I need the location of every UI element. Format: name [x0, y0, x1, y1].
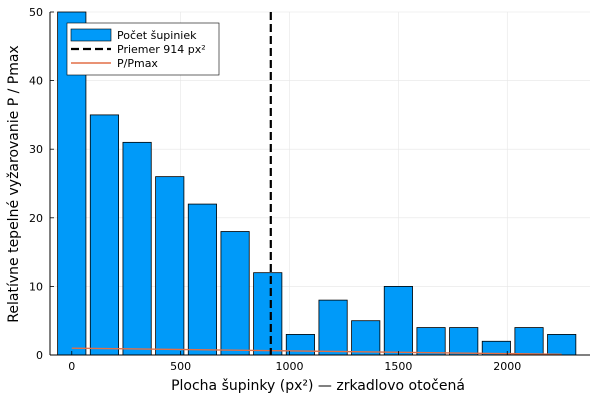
bar-7 [285, 334, 315, 356]
x-tick-label-0: 0 [68, 360, 75, 373]
bar-1 [89, 114, 119, 356]
legend-swatch-bars [70, 28, 112, 42]
y-tick-label-3: 30 [29, 143, 43, 156]
legend: Počet šupiniek Priemer 914 px² P/Pmax [66, 22, 220, 76]
bar-2 [122, 141, 152, 356]
y-tick-label-0: 0 [36, 349, 43, 362]
y-tick-label-1: 10 [29, 280, 43, 293]
bar-8 [318, 299, 348, 356]
bar-series [57, 11, 577, 356]
bar-4 [187, 203, 217, 356]
y-tick-label-5: 50 [29, 6, 43, 19]
line-series [71, 12, 562, 356]
bar-10 [383, 285, 413, 356]
bar-9 [351, 320, 381, 356]
y-tick-label-4: 40 [29, 75, 43, 88]
line-p-pmax [71, 347, 562, 356]
legend-label-vline: Priemer 914 px² [117, 43, 206, 56]
x-axis-label: Plocha šupinky (px²) — zrkadlovo otočená [171, 378, 465, 394]
bar-14 [514, 327, 544, 356]
x-tick-label-3: 1500 [384, 360, 412, 373]
bar-12 [449, 327, 479, 356]
legend-label-line: P/Pmax [117, 57, 158, 70]
x-tick-label-4: 2000 [493, 360, 521, 373]
y-axis-label: Relatívne tepelné vyžarovanie P / Pmax [6, 45, 22, 322]
bar-5 [220, 231, 250, 356]
axes [49, 11, 590, 356]
x-tick-label-2: 1000 [276, 360, 304, 373]
tick-labels: 0 500 1000 1500 2000 0 10 20 30 40 50 [29, 6, 521, 373]
y-tick-label-2: 20 [29, 212, 43, 225]
x-tick-label-1: 500 [170, 360, 191, 373]
bar-6 [253, 272, 283, 356]
bar-15 [547, 334, 577, 356]
legend-label-bars: Počet šupiniek [117, 29, 197, 42]
bar-3 [155, 176, 185, 356]
bar-11 [416, 327, 446, 356]
